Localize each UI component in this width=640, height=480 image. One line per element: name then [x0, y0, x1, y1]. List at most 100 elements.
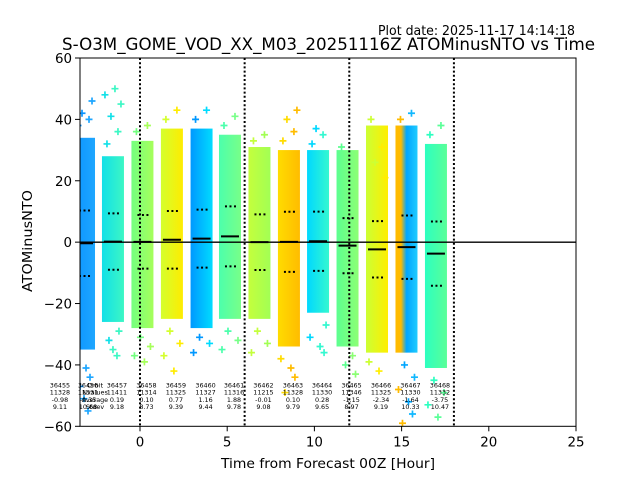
- orbit-36467-outlier-point: [400, 361, 408, 369]
- orbit-36468-outlier-point: [424, 401, 432, 409]
- orbit-stdev-label: 9.19: [374, 403, 388, 411]
- orbit-36466-outlier-point: [378, 143, 386, 151]
- orbit-36467-outlier-point: [410, 373, 418, 381]
- orbit-36458-outlier-point: [130, 352, 138, 360]
- orbit-stdev-label: 9.78: [227, 403, 241, 411]
- orbit-36463-outlier-point: [287, 364, 295, 372]
- orbit-36466-outlier-point: [365, 358, 373, 366]
- y-tick-label: −60: [44, 420, 72, 435]
- orbit-average-label: 0.77: [169, 396, 183, 404]
- orbit-orbit-label: 36459: [166, 382, 186, 390]
- orbit-stdev-label: 9.44: [198, 403, 212, 411]
- orbit-36461-outlier-point: [234, 336, 242, 344]
- orbit-36463-scatter-core: [277, 150, 300, 347]
- stats-legend-label: Stdev: [86, 403, 105, 411]
- orbit-36466-outlier-point: [375, 367, 383, 375]
- orbit-36462-outlier-point: [260, 131, 268, 139]
- stats-legend-label: Nvalues: [82, 389, 108, 397]
- orbit-36459-outlier-point: [176, 339, 184, 347]
- x-tick-label: 10: [306, 435, 323, 450]
- orbit-average-label: -0.98: [52, 396, 69, 404]
- orbit-average-label: 0.19: [110, 396, 124, 404]
- orbit-36464-outlier-point: [312, 125, 320, 133]
- stats-legend-label: Orbit: [87, 382, 103, 390]
- orbit-36464-outlier-point: [322, 321, 330, 329]
- orbit-36464-outlier-point: [306, 333, 314, 341]
- orbit-36459-outlier-point: [173, 106, 181, 114]
- orbit-36465-outlier-point: [342, 361, 350, 369]
- orbit-36465-outlier-point: [338, 143, 346, 151]
- x-tick-label: 25: [567, 435, 584, 450]
- orbit-36457-outlier-point: [103, 140, 111, 148]
- orbit-average-label: -0.01: [255, 396, 272, 404]
- orbit-36456-outlier-point: [85, 115, 93, 123]
- orbit-36465-outlier-point: [352, 370, 360, 378]
- orbit-36468-outlier-point: [437, 122, 445, 130]
- orbit-36468-outlier-point: [426, 131, 434, 139]
- orbit-36464-outlier-point: [308, 140, 316, 148]
- y-tick-label: −20: [44, 298, 72, 313]
- orbit-nvalues-label: 11411: [107, 389, 127, 397]
- orbit-stdev-label: 10.47: [431, 403, 449, 411]
- orbit-36457-outlier-point: [107, 112, 115, 120]
- orbit-nvalues-label: 11325: [371, 389, 391, 397]
- orbit-36468-outlier-point: [430, 376, 438, 384]
- orbit-36457-outlier-point: [109, 346, 117, 354]
- orbit-nvalues-label: 11327: [195, 389, 215, 397]
- orbit-36464-outlier-point: [316, 343, 324, 351]
- orbit-36463-outlier-point: [279, 137, 287, 145]
- orbit-stdev-label: 9.39: [169, 403, 183, 411]
- orbit-orbit-label: 36465: [341, 382, 361, 390]
- orbit-36457-outlier-point: [114, 128, 122, 136]
- orbit-orbit-label: 36457: [107, 382, 127, 390]
- orbit-nvalues-label: 11325: [166, 389, 186, 397]
- orbit-36459-outlier-point: [170, 367, 178, 375]
- orbit-36456-outlier-point: [86, 373, 94, 381]
- x-tick-label: 0: [136, 435, 145, 450]
- orbit-36457-outlier-point: [115, 327, 123, 335]
- orbit-average-label: 1.16: [198, 396, 212, 404]
- orbit-stdev-label: 8.73: [139, 403, 153, 411]
- orbit-36459-outlier-point: [166, 327, 174, 335]
- orbit-stdev-label: 10.68: [79, 403, 97, 411]
- scatter-points: [80, 85, 448, 427]
- orbit-36466-outlier-point: [371, 158, 379, 166]
- orbit-nvalues-label: 11328: [283, 389, 303, 397]
- orbit-36461-outlier-point: [218, 346, 226, 354]
- orbit-36458-outlier-point: [143, 122, 151, 130]
- orbit-36467-outlier-point: [407, 109, 415, 117]
- orbit-36467-scatter-core: [395, 125, 418, 353]
- orbit-36463-outlier-point: [293, 106, 301, 114]
- orbit-stdev-label: 9.65: [315, 403, 329, 411]
- orbit-36464-outlier-point: [320, 349, 328, 357]
- orbit-orbit-label: 36455: [50, 382, 70, 390]
- orbit-average-label: 0.10: [139, 396, 153, 404]
- orbit-36467-outlier-point: [408, 410, 416, 418]
- orbit-orbit-label: 36467: [400, 382, 420, 390]
- orbit-stdev-label: 9.18: [110, 403, 124, 411]
- orbit-orbit-label: 36468: [430, 382, 450, 390]
- orbit-stdev-label: 9.11: [53, 403, 67, 411]
- orbit-36463-outlier-point: [290, 128, 298, 136]
- orbit-orbit-label: 36463: [283, 382, 303, 390]
- orbit-36467-outlier-point: [394, 385, 402, 393]
- y-tick-label: 0: [63, 236, 72, 251]
- orbit-average-label: 1.88: [227, 396, 241, 404]
- orbit-36458-outlier-point: [146, 343, 154, 351]
- y-tick-label: 20: [55, 175, 72, 190]
- orbit-36462-outlier-point: [249, 137, 257, 145]
- orbit-36463-outlier-point: [283, 115, 291, 123]
- orbit-nvalues-label: 11328: [50, 389, 70, 397]
- mean-stdev-marks: [80, 205, 445, 287]
- orbit-36460-outlier-point: [203, 106, 211, 114]
- orbit-orbit-label: 36456: [78, 382, 98, 390]
- orbit-36459-outlier-point: [160, 352, 168, 360]
- orbit-36456-outlier-point: [80, 395, 88, 403]
- orbit-36459-outlier-point: [162, 115, 170, 123]
- orbit-36468-outlier-point: [434, 413, 442, 421]
- orbit-36458-outlier-point: [132, 128, 140, 136]
- orbit-36467-outlier-point: [404, 398, 412, 406]
- orbit-36461-outlier-point: [231, 112, 239, 120]
